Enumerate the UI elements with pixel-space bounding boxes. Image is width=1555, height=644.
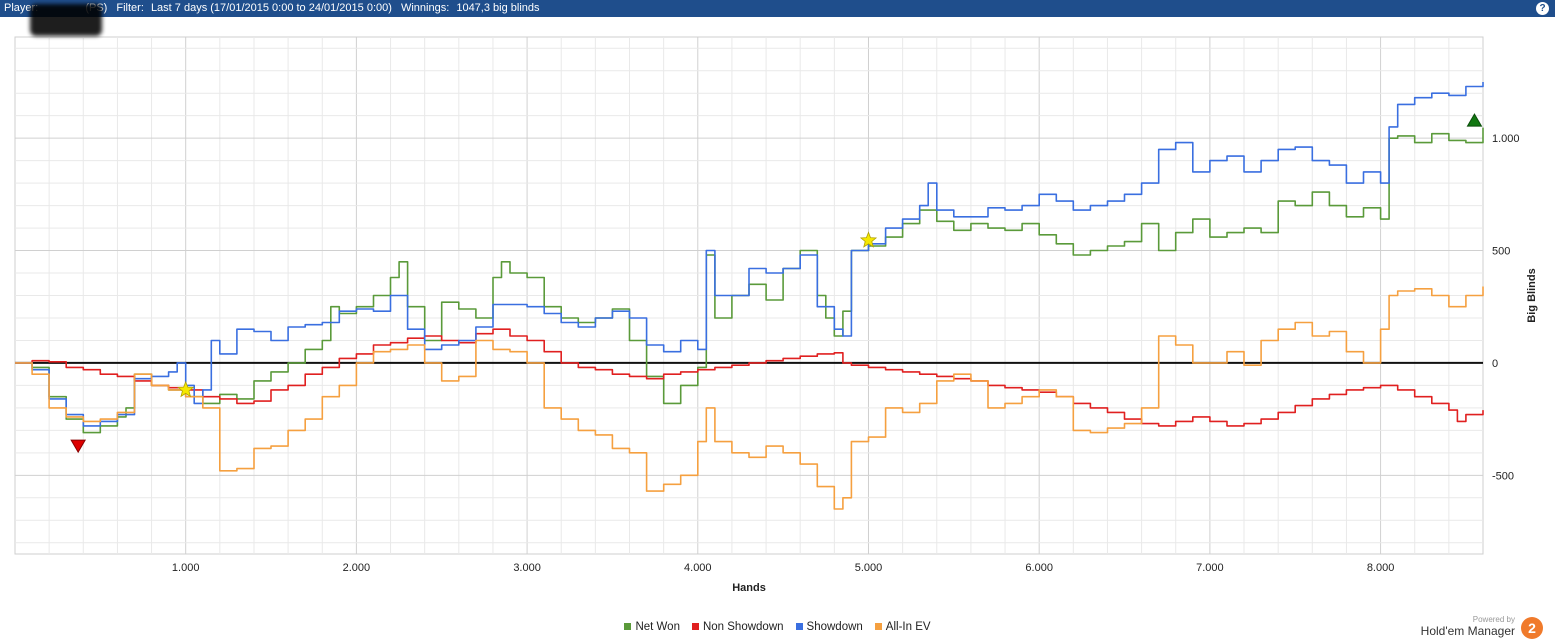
- legend-item-non-showdown[interactable]: Non Showdown: [691, 621, 784, 633]
- legend-item-net-won[interactable]: Net Won: [624, 621, 680, 633]
- x-tick-label: 1.000: [172, 562, 200, 574]
- legend-label: All-In EV: [885, 621, 931, 633]
- title-bar: Player: (PS) Filter: Last 7 days (17/01/…: [0, 0, 1555, 17]
- y-tick-label: 1.000: [1492, 133, 1520, 145]
- marker-triangle-down: [70, 439, 87, 454]
- filter-label: Filter:: [116, 2, 144, 14]
- chart-legend: Net Won Non Showdown Showdown All-In EV: [0, 621, 1555, 639]
- series-line-showdown: [15, 82, 1484, 427]
- legend-label: Net Won: [635, 621, 680, 633]
- chart-series: [15, 82, 1484, 510]
- x-axis-label: Hands: [732, 582, 766, 594]
- chart-ticks: 1.000 2.000 3.000 4.000 5.000 6.000 7.000 8.000…: [172, 133, 1520, 574]
- chart-grid: [14, 36, 1484, 555]
- filter-value: Last 7 days (17/01/2015 0:00 to 24/01/20…: [150, 2, 392, 14]
- powered-by: Powered by Hold'em Manager: [1421, 615, 1515, 638]
- chart-markers: [70, 113, 1483, 454]
- x-tick-label: 5.000: [855, 562, 883, 574]
- x-tick-label: 3.000: [513, 562, 541, 574]
- x-tick-label: 4.000: [684, 562, 712, 574]
- winnings-value: 1047,3 big blinds: [456, 2, 540, 14]
- brand-name: Hold'em Manager: [1420, 624, 1515, 638]
- legend-swatch: [795, 623, 803, 631]
- legend-item-showdown[interactable]: Showdown: [795, 621, 863, 633]
- player-label: Player:: [4, 2, 39, 14]
- winnings-label: Winnings:: [400, 2, 450, 14]
- y-tick-label: 0: [1492, 358, 1498, 370]
- x-tick-label: 6.000: [1025, 562, 1053, 574]
- hem-logo-icon: 2: [1521, 617, 1543, 639]
- series-line-all-in-ev: [15, 286, 1484, 510]
- graph-chart: 1.000 2.000 3.000 4.000 5.000 6.000 7.000 8.000…: [14, 36, 1538, 594]
- legend-swatch: [874, 623, 882, 631]
- legend-label: Showdown: [806, 621, 863, 633]
- help-icon[interactable]: ?: [1536, 2, 1549, 15]
- legend-swatch: [624, 623, 632, 631]
- x-tick-label: 7.000: [1196, 562, 1224, 574]
- y-tick-label: -500: [1492, 470, 1514, 482]
- legend-label: Non Showdown: [702, 621, 784, 633]
- y-tick-label: 500: [1492, 246, 1510, 258]
- x-tick-label: 8.000: [1367, 562, 1395, 574]
- marker-star: [177, 380, 195, 398]
- powered-by-label: Powered by: [1472, 615, 1515, 624]
- legend-item-all-in-ev[interactable]: All-In EV: [874, 621, 931, 633]
- legend-swatch: [691, 623, 699, 631]
- y-axis-label: Big Blinds: [1526, 268, 1538, 322]
- marker-star: [859, 231, 878, 248]
- series-line-non-showdown: [15, 328, 1484, 427]
- x-tick-label: 2.000: [343, 562, 371, 574]
- marker-triangle-up: [1466, 113, 1483, 127]
- redaction-blot: [30, 4, 102, 36]
